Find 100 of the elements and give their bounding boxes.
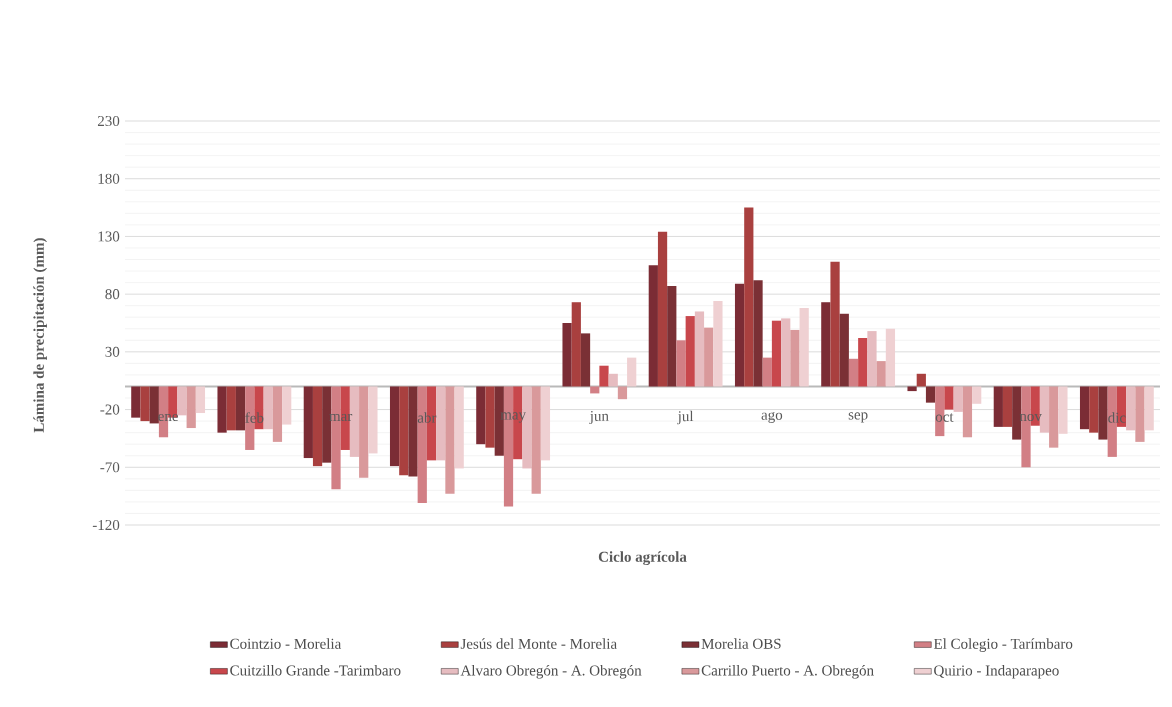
bar <box>694 311 705 387</box>
y-tick-label: 230 <box>97 115 120 127</box>
x-tick-label: abr <box>417 412 437 423</box>
bar <box>648 265 658 387</box>
bar <box>1049 386 1059 448</box>
bar <box>704 327 714 387</box>
bar <box>830 261 840 387</box>
x-axis-title: Ciclo agrícola <box>598 551 687 565</box>
bar <box>972 386 982 404</box>
bar <box>657 231 668 387</box>
y-tick-label: -20 <box>100 404 120 415</box>
bar <box>993 386 1003 427</box>
x-tick-label: dic <box>1108 412 1126 423</box>
legend-label: Quirio - Indaparapeo <box>934 664 1059 679</box>
bar <box>617 386 628 400</box>
bar <box>1079 386 1090 430</box>
bar <box>562 323 572 387</box>
bar <box>1058 386 1068 434</box>
legend-label: Morelia OBS <box>701 638 781 649</box>
bar <box>599 365 609 387</box>
bar <box>368 386 378 454</box>
bar <box>744 207 754 387</box>
bar <box>454 386 464 469</box>
bar <box>944 386 954 410</box>
bar <box>771 320 782 387</box>
y-tick-label: 30 <box>105 346 120 357</box>
bar <box>217 386 227 433</box>
bar <box>312 386 323 467</box>
bar <box>916 373 926 387</box>
bar <box>1012 386 1022 440</box>
bar <box>1135 386 1145 442</box>
bar <box>925 386 936 403</box>
bar <box>359 386 369 478</box>
bar <box>676 340 686 387</box>
legend-label: Cointzio - Morelia <box>230 638 342 649</box>
bar <box>858 338 868 387</box>
bar <box>235 386 246 431</box>
bar <box>389 386 400 467</box>
x-tick-label: ago <box>761 412 783 423</box>
bar <box>540 386 551 461</box>
bar <box>885 328 896 387</box>
bar <box>445 386 455 494</box>
bar <box>713 301 723 387</box>
bar <box>408 386 418 477</box>
legend-label: El Colegio - Tarímbaro <box>933 638 1073 652</box>
bar <box>140 386 150 422</box>
x-tick-label: jun <box>589 410 609 425</box>
bar <box>685 316 695 387</box>
bar <box>531 386 541 494</box>
bar <box>627 357 637 387</box>
y-tick-label: 130 <box>98 231 120 242</box>
bar <box>1089 386 1099 433</box>
bar <box>876 361 886 387</box>
bar <box>485 386 495 448</box>
bar <box>226 386 236 431</box>
bar <box>571 302 581 387</box>
bar <box>399 386 409 476</box>
bar <box>907 386 917 392</box>
bar <box>839 313 849 387</box>
bar <box>282 386 292 425</box>
y-tick-label: 80 <box>105 289 120 300</box>
x-tick-label: oct <box>935 413 954 422</box>
bar <box>799 307 809 387</box>
bar <box>186 386 196 429</box>
bar <box>195 386 206 414</box>
bar <box>667 286 677 387</box>
y-tick-label: 180 <box>98 173 120 184</box>
bar <box>762 357 772 387</box>
y-tick-label: -70 <box>100 462 120 473</box>
bar <box>1144 386 1154 431</box>
legend-label: Carrillo Puerto - A. Obregón <box>701 664 874 679</box>
bar <box>962 386 973 438</box>
x-tick-label: sep <box>848 412 868 423</box>
bar <box>476 386 486 445</box>
bar <box>177 386 187 416</box>
bar <box>303 386 313 459</box>
bar <box>781 318 791 387</box>
bar <box>753 280 763 387</box>
legend-label: Cuitzillo Grande -Tarimbaro <box>230 664 401 676</box>
bar <box>272 386 283 442</box>
y-axis-title: Lámina de precipitación (mm) <box>33 238 47 433</box>
bar <box>149 386 159 424</box>
bar <box>734 283 745 387</box>
legend-label: Alvaro Obregón - A. Obregón <box>460 664 642 679</box>
bar <box>608 373 618 387</box>
bar <box>580 333 591 387</box>
legend-label: Jesús del Monte - Morelia <box>460 638 617 649</box>
bar <box>821 302 831 387</box>
x-tick-label: jul <box>677 410 694 425</box>
x-tick-label: feb <box>245 412 264 423</box>
bar <box>867 331 877 387</box>
y-tick-label: -120 <box>92 519 120 531</box>
bar <box>848 358 859 387</box>
bar <box>1126 386 1136 431</box>
bar <box>1002 386 1013 427</box>
bar <box>131 386 141 418</box>
bar <box>953 386 963 412</box>
bar <box>263 386 273 430</box>
bar <box>436 386 446 461</box>
bar <box>1098 386 1108 440</box>
